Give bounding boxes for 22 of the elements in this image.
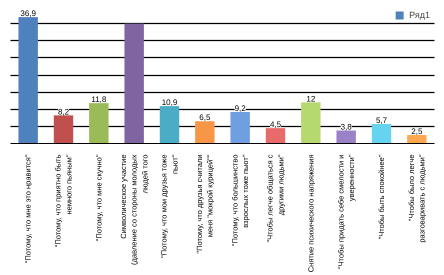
legend-label: Ряд1 — [409, 10, 430, 20]
bar — [124, 24, 144, 144]
bar — [54, 115, 74, 144]
data-label: 9,2 — [234, 104, 246, 113]
data-label: 12 — [306, 94, 316, 104]
bar — [301, 102, 321, 144]
bar — [407, 134, 427, 144]
bar — [336, 130, 356, 144]
bar — [160, 106, 180, 144]
bar — [89, 103, 109, 144]
data-label: 4,5 — [270, 120, 282, 130]
bar — [195, 121, 215, 144]
data-label: 5,7 — [376, 116, 388, 125]
bar — [372, 124, 392, 144]
data-label: 6,5 — [199, 113, 211, 122]
data-label: 11,8 — [91, 95, 107, 104]
data-label: 3,8 — [340, 122, 352, 132]
data-label: 10,9 — [162, 98, 178, 108]
data-label: 8,2 — [58, 107, 70, 116]
data-label: 36,9 — [20, 9, 37, 18]
data-label: 2,5 — [411, 126, 423, 136]
bar — [18, 17, 38, 144]
